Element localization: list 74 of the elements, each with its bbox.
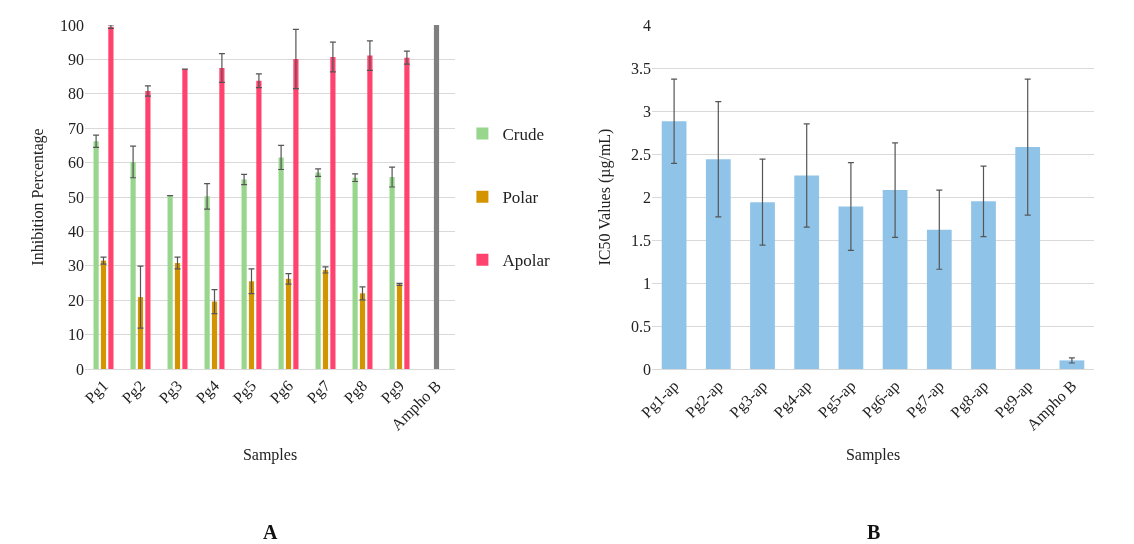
bar (100, 260, 107, 369)
y-tick-label: 0.5 (631, 317, 651, 335)
y-axis-title: IC50 Values (µg/mL) (596, 128, 614, 266)
bar (661, 121, 687, 369)
bar (130, 161, 136, 369)
y-tick-label: 3.5 (631, 59, 651, 77)
y-tick-label: 20 (68, 291, 84, 309)
bar (367, 55, 373, 369)
legend-label: Crude (502, 125, 544, 145)
x-tick-label: Pg4 (192, 376, 223, 408)
y-tick-label: 10 (68, 326, 84, 344)
bar (926, 229, 952, 369)
y-tick-label: 60 (68, 154, 84, 172)
x-tick-label: Pg2 (118, 376, 149, 408)
x-axis-title: Samples (845, 445, 901, 464)
bar (330, 56, 336, 369)
bar (293, 59, 299, 369)
y-tick-label: 40 (68, 223, 84, 240)
bar (705, 159, 731, 369)
bar (838, 206, 864, 369)
bar (322, 269, 329, 369)
bar (1059, 360, 1085, 369)
x-tick-label: Pg7 (303, 376, 334, 408)
y-tick-label: 70 (68, 119, 84, 137)
text: A (263, 521, 278, 543)
y-tick-label: 1 (643, 274, 651, 292)
x-axis-title: Samples (242, 445, 298, 464)
x-tick-label: Pg5 (229, 376, 260, 408)
bar (145, 91, 151, 369)
bar (433, 25, 440, 369)
y-tick-label: 0 (76, 360, 84, 378)
bar (108, 26, 114, 369)
bar (1015, 147, 1041, 369)
y-tick-label: 2 (643, 188, 651, 206)
bar (174, 263, 181, 369)
y-tick-label: 0 (643, 360, 651, 378)
y-tick-label: 50 (68, 188, 84, 206)
bar (389, 177, 395, 369)
y-tick-label: 1.5 (631, 231, 651, 249)
bar (315, 172, 321, 369)
text: B (867, 521, 881, 543)
y-tick-label: 30 (68, 257, 84, 275)
y-tick-label: 3 (643, 102, 651, 120)
bar (971, 201, 996, 369)
x-tick-label: Pg1 (81, 376, 112, 408)
y-axis-title: Inhibition Percentage (29, 128, 47, 266)
y-tick-label: 2.5 (631, 145, 651, 163)
bar (278, 157, 284, 369)
bar (352, 177, 358, 369)
bar (794, 175, 820, 369)
y-tick-label: 90 (68, 51, 84, 68)
x-tick-label: Pg6 (266, 376, 297, 408)
bar (204, 196, 210, 369)
y-tick-label: 80 (68, 85, 84, 103)
x-tick-label: Pg3 (155, 376, 186, 408)
bar (219, 68, 225, 369)
legend-label: Apolar (502, 251, 550, 271)
bar (167, 195, 173, 369)
bar (211, 301, 218, 369)
bar (882, 190, 908, 369)
bar (182, 69, 188, 369)
x-tick-label: Pg8 (340, 376, 371, 408)
bar (256, 80, 262, 369)
y-tick-label: 100 (60, 16, 84, 34)
bar (248, 281, 255, 369)
bar (404, 57, 410, 369)
bar (359, 293, 366, 369)
bar (285, 278, 292, 369)
legend-label: Polar (502, 188, 539, 208)
bar (750, 202, 775, 369)
bar (93, 141, 99, 369)
bar (241, 179, 247, 369)
y-tick-label: 4 (643, 16, 651, 34)
bar (396, 284, 403, 369)
